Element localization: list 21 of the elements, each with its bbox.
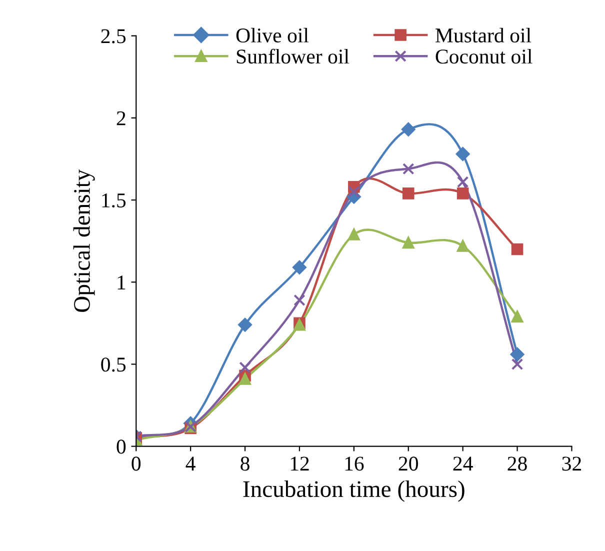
legend-label: Sunflower oil <box>236 48 350 64</box>
x-tick-label: 24 <box>453 456 473 470</box>
y-axis-title: Optical density <box>73 169 95 312</box>
x-tick-label: 16 <box>345 456 364 471</box>
y-tick-label: 1.5 <box>102 193 126 208</box>
x-tick-label: 28 <box>508 456 527 471</box>
x-axis-title: Incubation time (hours) <box>243 480 464 502</box>
x-tick-label: 32 <box>562 456 581 471</box>
x-tick-label: 20 <box>398 456 418 471</box>
legend-label: Olive oil <box>236 28 309 43</box>
x-tick-label: 8 <box>240 456 250 471</box>
y-tick-label: 1 <box>118 276 126 290</box>
y-tick-label: 0 <box>116 440 126 454</box>
y-tick-label: 2.5 <box>101 29 126 44</box>
y-tick-label: 2 <box>116 111 126 126</box>
y-tick-label: 0.5 <box>101 358 126 372</box>
x-tick-label: 4 <box>186 456 196 470</box>
x-tick-label: 12 <box>290 456 309 470</box>
legend-label: Mustard oil <box>436 28 532 43</box>
legend-label: Coconut oil <box>436 48 532 64</box>
x-tick-label: 0 <box>132 456 141 471</box>
